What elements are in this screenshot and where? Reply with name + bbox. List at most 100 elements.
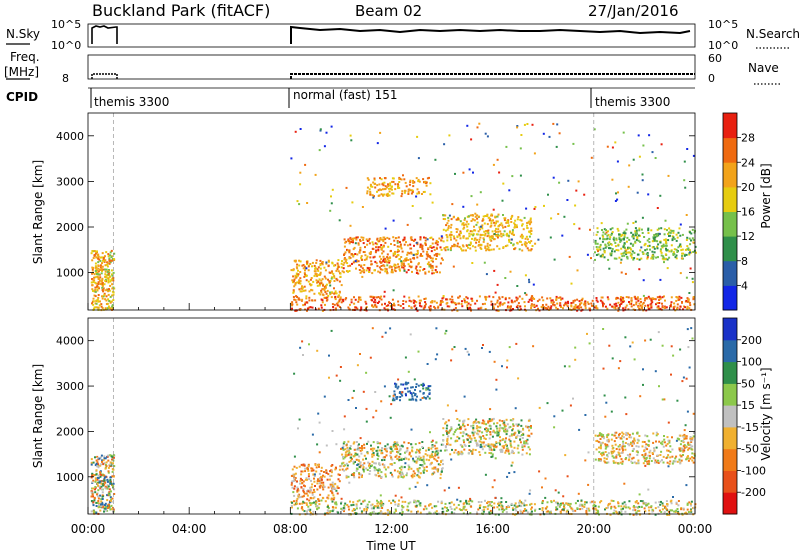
- data-pixel: [346, 262, 349, 265]
- data-pixel: [421, 441, 424, 443]
- data-pixel: [386, 258, 389, 261]
- data-pixel: [97, 489, 100, 492]
- data-pixel: [611, 227, 614, 230]
- data-pixel: [658, 302, 661, 304]
- data-pixel: [519, 240, 522, 243]
- data-pixel: [604, 243, 607, 246]
- data-pixel: [598, 513, 600, 516]
- data-pixel: [662, 245, 665, 248]
- data-pixel: [683, 160, 686, 163]
- data-pixel: [377, 501, 380, 504]
- data-pixel: [356, 500, 359, 503]
- data-pixel: [429, 385, 432, 388]
- data-pixel: [637, 305, 640, 308]
- data-pixel: [488, 511, 491, 514]
- data-pixel: [428, 503, 431, 506]
- data-pixel: [519, 441, 522, 444]
- data-pixel: [381, 459, 383, 462]
- data-pixel: [419, 304, 421, 307]
- data-pixel: [92, 289, 94, 292]
- data-pixel: [490, 448, 493, 451]
- data-pixel: [348, 242, 351, 245]
- data-pixel: [389, 451, 392, 454]
- data-pixel: [110, 498, 113, 501]
- data-pixel: [410, 266, 413, 269]
- data-pixel: [610, 252, 613, 255]
- data-pixel: [433, 444, 436, 447]
- data-pixel: [484, 245, 487, 248]
- data-pixel: [610, 233, 613, 236]
- data-pixel: [401, 192, 404, 195]
- data-pixel: [585, 509, 588, 512]
- data-pixel: [541, 501, 544, 504]
- data-pixel: [93, 511, 96, 514]
- data-pixel: [649, 248, 651, 251]
- data-pixel: [633, 295, 636, 298]
- data-pixel: [611, 250, 613, 253]
- data-pixel: [555, 506, 558, 509]
- data-pixel: [474, 237, 477, 240]
- data-pixel: [470, 450, 473, 453]
- data-pixel: [497, 309, 500, 312]
- data-pixel: [107, 262, 110, 265]
- data-pixel: [100, 488, 103, 491]
- data-pixel: [500, 501, 503, 504]
- data-pixel: [531, 123, 534, 126]
- data-pixel: [488, 437, 491, 440]
- nsky-label: N.Sky: [6, 27, 40, 41]
- data-pixel: [486, 231, 489, 234]
- data-pixel: [377, 455, 380, 458]
- data-pixel: [607, 242, 610, 245]
- data-pixel: [382, 504, 384, 507]
- data-pixel: [431, 506, 434, 509]
- data-pixel: [685, 511, 687, 514]
- data-pixel: [641, 216, 644, 219]
- data-pixel: [638, 302, 641, 305]
- data-pixel: [389, 265, 392, 268]
- data-pixel: [471, 262, 474, 264]
- data-pixel: [632, 222, 635, 224]
- data-pixel: [618, 237, 621, 240]
- data-pixel: [318, 284, 321, 287]
- data-pixel: [108, 503, 111, 506]
- data-pixel: [655, 434, 658, 437]
- data-pixel: [632, 456, 635, 459]
- data-pixel: [352, 248, 355, 251]
- data-pixel: [421, 464, 424, 467]
- data-pixel: [624, 458, 627, 461]
- data-pixel: [394, 188, 397, 191]
- data-pixel: [413, 472, 416, 475]
- data-pixel: [605, 231, 608, 234]
- data-pixel: [301, 482, 304, 484]
- data-pixel: [692, 457, 695, 460]
- data-pixel: [463, 505, 466, 508]
- data-pixel: [647, 306, 650, 308]
- data-pixel: [604, 451, 607, 453]
- data-pixel: [489, 225, 492, 228]
- data-pixel: [516, 126, 519, 129]
- data-pixel: [468, 441, 471, 444]
- data-pixel: [421, 255, 424, 257]
- data-pixel: [421, 245, 424, 247]
- data-pixel: [677, 296, 680, 299]
- data-pixel: [482, 441, 485, 444]
- data-pixel: [407, 502, 410, 505]
- data-pixel: [665, 500, 668, 503]
- data-pixel: [630, 253, 633, 256]
- data-pixel: [415, 455, 418, 458]
- data-pixel: [408, 453, 411, 456]
- data-pixel: [105, 506, 108, 509]
- data-pixel: [459, 232, 462, 235]
- data-pixel: [355, 507, 358, 510]
- data-pixel: [512, 418, 515, 421]
- data-pixel: [435, 265, 438, 268]
- data-pixel: [95, 511, 97, 514]
- data-pixel: [680, 440, 683, 443]
- data-pixel: [655, 303, 657, 306]
- data-pixel: [343, 252, 346, 255]
- data-pixel: [478, 451, 481, 454]
- data-pixel: [345, 258, 348, 261]
- data-pixel: [311, 265, 313, 268]
- data-pixel: [468, 452, 470, 455]
- data-pixel: [324, 296, 327, 299]
